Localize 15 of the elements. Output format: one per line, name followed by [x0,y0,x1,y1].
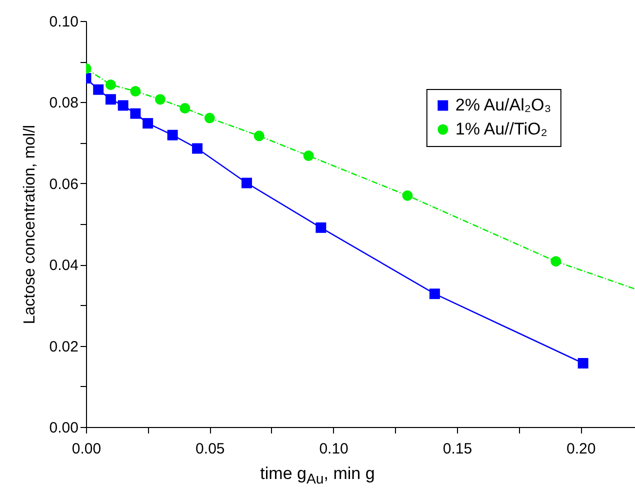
y-tick-label: 0.02 [49,338,78,356]
legend-label: 2% Au/Al₂O₃ [455,96,552,114]
x-tick-label: 0.20 [566,440,596,458]
y-tick-label: 0.08 [49,94,78,112]
y-tick-label: 0.00 [49,420,78,436]
x-tick-label: 0.00 [72,440,102,458]
y-tick-label: 0.10 [49,14,78,30]
legend-label: 1% Au//TiO₂ [455,120,548,138]
y-tick-label: 0.06 [49,176,78,193]
y-axis-title: Lactose concentration, mol/l [21,124,38,324]
x-tick-label: 0.15 [442,440,472,458]
x-tick-label: 0.05 [196,440,225,458]
y-tick-label: 0.04 [49,257,78,274]
x-tick-label: 0.10 [319,440,348,458]
x-axis-title: time g$_{Au}$, min g [259,464,376,488]
